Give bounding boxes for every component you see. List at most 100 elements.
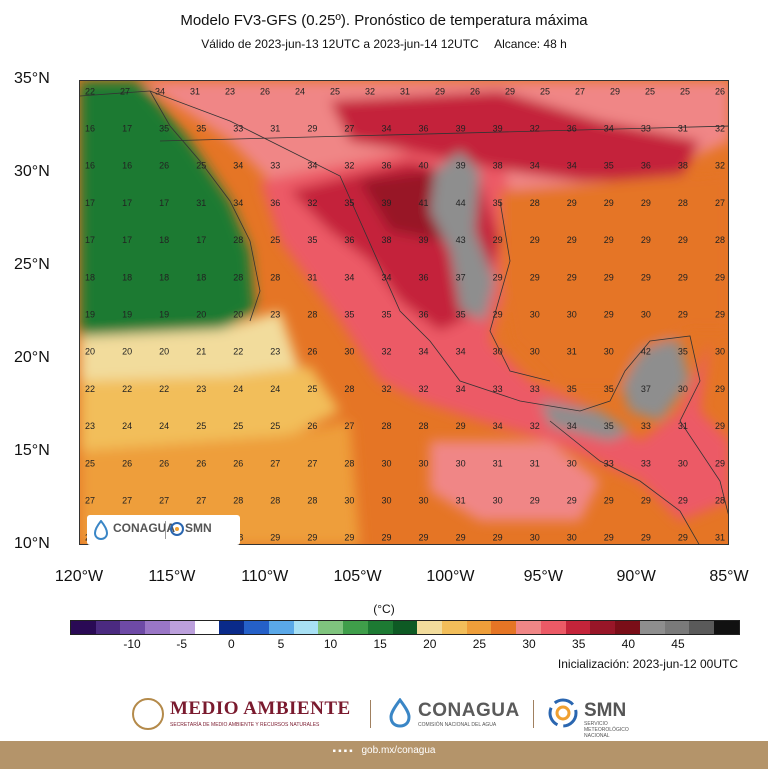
- temperature-value: 30: [418, 458, 428, 468]
- temperature-value: 29: [270, 533, 280, 543]
- hottest-core-region: [430, 151, 495, 321]
- temperature-value: 32: [418, 384, 428, 394]
- temperature-value: 30: [530, 310, 540, 320]
- map-canvas: 22 27 34 31 23 26 24 25 32 31 29 26 29 25 27 29 25 25 26 16…: [80, 81, 728, 544]
- temperature-value: 40: [418, 161, 428, 171]
- us-border-very-hot: [330, 91, 700, 181]
- latitude-label: 20°N: [14, 349, 50, 366]
- temperature-value: 29: [604, 310, 614, 320]
- temperature-value: 19: [122, 310, 132, 320]
- temperature-value: 20: [122, 347, 132, 357]
- temperature-value: 29: [715, 310, 725, 320]
- mexico-seal-icon: [132, 698, 164, 730]
- temperature-value: 34: [567, 421, 577, 431]
- colorbar-swatch: [318, 621, 344, 634]
- temperature-value: 29: [456, 421, 466, 431]
- temperature-value: 32: [365, 86, 375, 96]
- temperature-value: 35: [604, 421, 614, 431]
- logo-divider: [165, 521, 166, 539]
- temperature-value: 17: [85, 235, 95, 245]
- temperature-value: 44: [456, 198, 466, 208]
- temperature-value: 29: [715, 384, 725, 394]
- colorbar-swatch: [540, 621, 566, 634]
- yucatan-hottest-region: [620, 341, 690, 421]
- temperature-value: 18: [159, 235, 169, 245]
- colorbar-tick-label: 40: [621, 637, 636, 651]
- chart-subtitle: Válido de 2023-jun-13 12UTC a 2023-jun-1…: [0, 37, 768, 51]
- temperature-value: 24: [270, 384, 280, 394]
- temperature-value: 17: [85, 198, 95, 208]
- conagua-name: CONAGUA: [418, 700, 520, 721]
- temperature-value: 18: [196, 272, 206, 282]
- colorbar-unit: (°C): [373, 602, 395, 616]
- temperature-value: 29: [493, 310, 503, 320]
- temperature-value: 32: [307, 198, 317, 208]
- colorbar-swatch: [71, 621, 96, 634]
- colorbar-tick-label: 35: [572, 637, 586, 651]
- youtube-icon[interactable]: ▪: [349, 745, 355, 757]
- temperature-value: 35: [381, 310, 391, 320]
- temperature-value: 30: [381, 458, 391, 468]
- temperature-value: 33: [641, 421, 651, 431]
- temperature-value: 32: [381, 347, 391, 357]
- twitter-icon[interactable]: ▪: [338, 745, 344, 757]
- colorbar-swatch: [491, 621, 517, 634]
- colorbar-tick-label: -10: [123, 637, 141, 651]
- temperature-value: 27: [344, 124, 354, 134]
- temperature-value: 35: [678, 347, 688, 357]
- medio-ambiente-subtitle: SECRETARÍA DE MEDIO AMBIENTE Y RECURSOS …: [170, 722, 320, 728]
- temperature-value: 32: [530, 124, 540, 134]
- temperature-value: 35: [159, 124, 169, 134]
- temperature-value: 38: [678, 161, 688, 171]
- temperature-value: 35: [493, 198, 503, 208]
- temperature-value: 26: [122, 458, 132, 468]
- temperature-value: 26: [233, 458, 243, 468]
- chart-title: Modelo FV3-GFS (0.25º). Pronóstico de te…: [180, 12, 588, 29]
- temperature-value: 42: [641, 347, 651, 357]
- temperature-value: 31: [530, 458, 540, 468]
- temperature-value: 29: [418, 533, 428, 543]
- temperature-value: 29: [505, 86, 515, 96]
- temperature-value: 30: [381, 496, 391, 506]
- temperature-value: 30: [678, 384, 688, 394]
- temperature-value: 22: [85, 384, 95, 394]
- gulf-region: [500, 171, 728, 391]
- temperature-value: 17: [159, 198, 169, 208]
- coastlines: [80, 90, 728, 544]
- colorbar-swatch: [565, 621, 591, 634]
- temperature-value: 28: [381, 421, 391, 431]
- temperature-value: 31: [400, 86, 410, 96]
- latitude-label: 25°N: [14, 256, 50, 273]
- footer-url[interactable]: gob.mx/conagua: [361, 745, 436, 756]
- latitude-label: 30°N: [14, 163, 50, 180]
- instagram-icon[interactable]: ▪: [343, 745, 350, 757]
- temperature-value: 29: [567, 272, 577, 282]
- facebook-icon[interactable]: ▪: [332, 745, 339, 757]
- temperature-value: 30: [715, 347, 725, 357]
- temperature-value: 28: [233, 272, 243, 282]
- temperature-value: 29: [715, 272, 725, 282]
- temperature-value: 19: [159, 310, 169, 320]
- temperature-value: 29: [530, 235, 540, 245]
- temperature-value: 37: [456, 272, 466, 282]
- temperature-value: 28: [233, 496, 243, 506]
- temperature-value: 27: [85, 496, 95, 506]
- temperature-value: 24: [295, 86, 305, 96]
- smn-small-icon: [170, 522, 184, 536]
- temperature-value: 35: [604, 161, 614, 171]
- temperature-value: 29: [610, 86, 620, 96]
- temperature-value: 17: [122, 235, 132, 245]
- temperature-value: 34: [381, 272, 391, 282]
- temperature-value: 35: [196, 124, 206, 134]
- temperature-value: 29: [641, 496, 651, 506]
- temperature-value: 33: [270, 161, 280, 171]
- colorbar-tick-label: 20: [423, 637, 437, 651]
- temperature-value: 33: [604, 458, 614, 468]
- colorbar-tick-label: 5: [277, 637, 285, 651]
- smn-name: SMN: [584, 700, 627, 721]
- colorbar-swatch: [120, 621, 146, 634]
- temperature-value: 28: [715, 235, 725, 245]
- colorbar-swatch: [466, 621, 492, 634]
- temperature-value: 22: [159, 384, 169, 394]
- colorbar-swatch: [639, 621, 665, 634]
